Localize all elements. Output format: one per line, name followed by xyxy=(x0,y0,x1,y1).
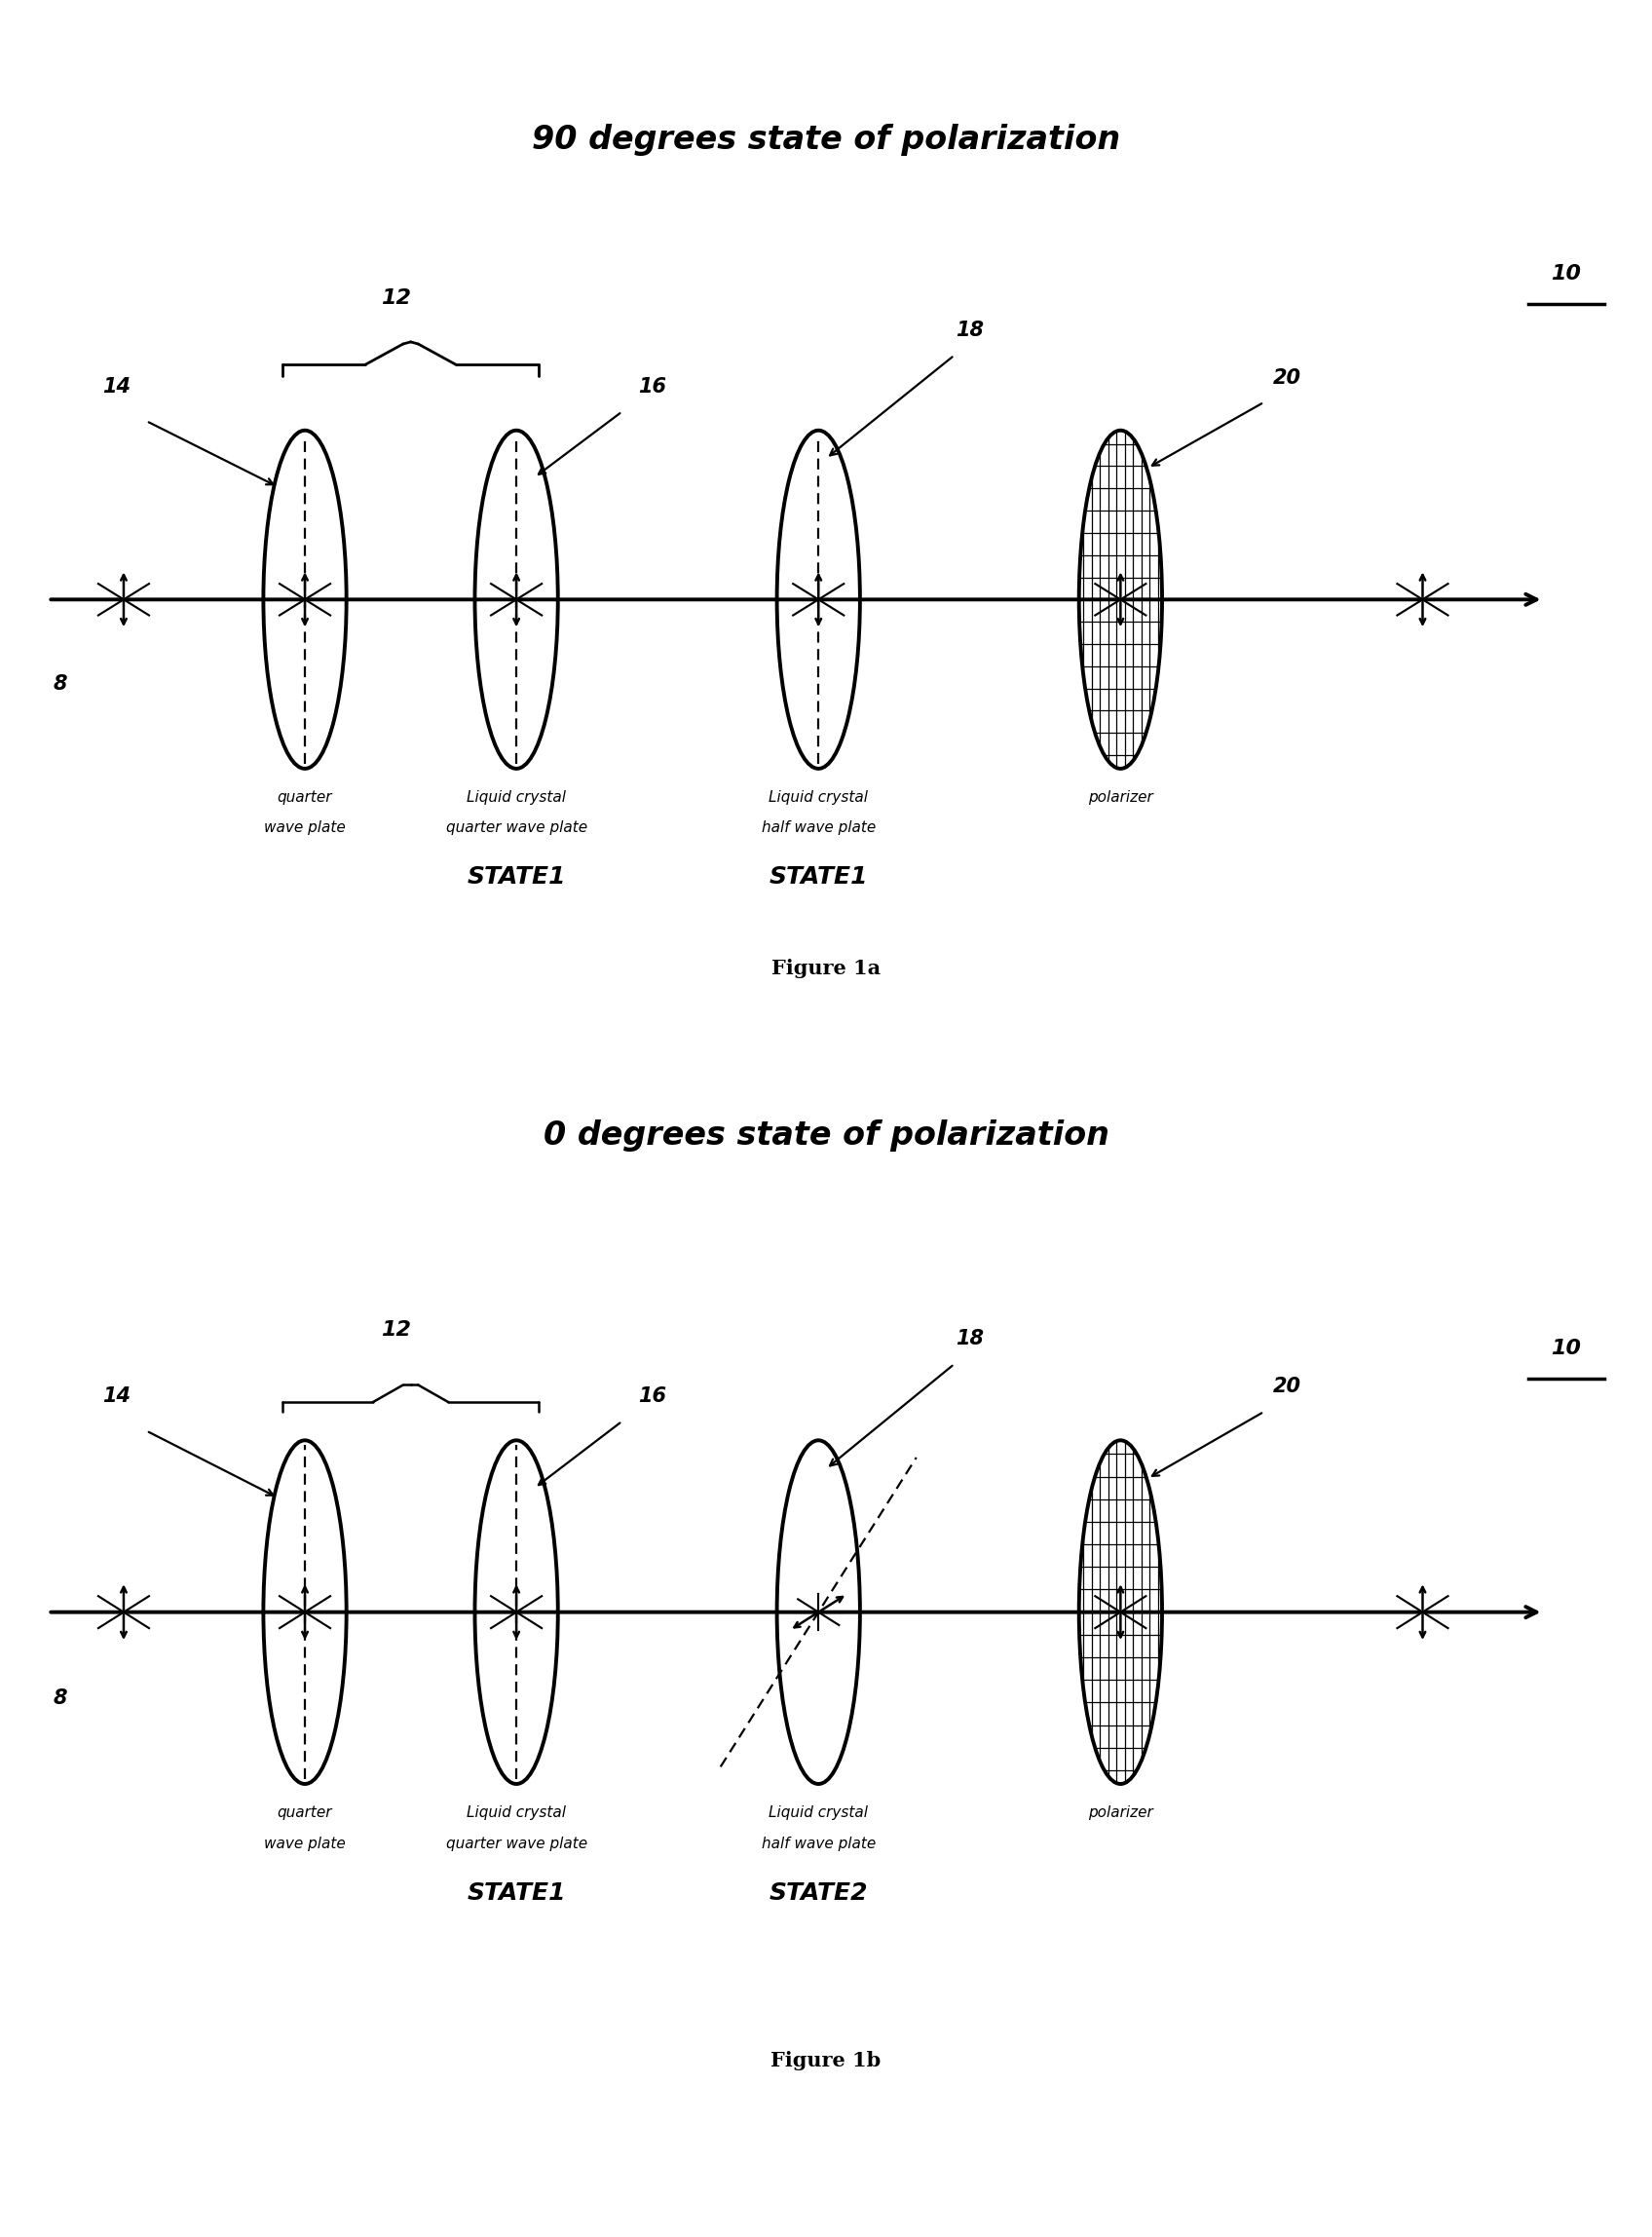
Text: Liquid crystal: Liquid crystal xyxy=(768,790,867,805)
Text: 12: 12 xyxy=(380,1320,411,1340)
Text: quarter: quarter xyxy=(278,790,332,805)
Text: half wave plate: half wave plate xyxy=(762,1837,876,1850)
Text: 20: 20 xyxy=(1272,367,1300,387)
Text: wave plate: wave plate xyxy=(264,821,345,834)
Text: 90 degrees state of polarization: 90 degrees state of polarization xyxy=(532,123,1120,157)
Text: 16: 16 xyxy=(638,1387,666,1407)
Text: 16: 16 xyxy=(638,378,666,396)
Text: STATE1: STATE1 xyxy=(770,866,867,888)
Text: half wave plate: half wave plate xyxy=(762,821,876,834)
Text: STATE1: STATE1 xyxy=(468,866,565,888)
Text: STATE2: STATE2 xyxy=(770,1881,867,1906)
Text: 8: 8 xyxy=(53,673,68,693)
Text: wave plate: wave plate xyxy=(264,1837,345,1850)
Text: 10: 10 xyxy=(1551,264,1581,284)
Text: 18: 18 xyxy=(955,320,983,340)
Text: Liquid crystal: Liquid crystal xyxy=(768,1805,867,1821)
Text: Figure 1a: Figure 1a xyxy=(771,960,881,978)
Text: 8: 8 xyxy=(53,1689,68,1707)
Text: Figure 1b: Figure 1b xyxy=(771,2051,881,2069)
Text: quarter: quarter xyxy=(278,1805,332,1821)
Text: Liquid crystal: Liquid crystal xyxy=(468,790,567,805)
Text: 10: 10 xyxy=(1551,1338,1581,1358)
Text: Liquid crystal: Liquid crystal xyxy=(468,1805,567,1821)
Text: polarizer: polarizer xyxy=(1089,1805,1153,1821)
Text: 12: 12 xyxy=(380,289,411,306)
Text: quarter wave plate: quarter wave plate xyxy=(446,821,586,834)
Text: 18: 18 xyxy=(955,1329,983,1349)
Text: quarter wave plate: quarter wave plate xyxy=(446,1837,586,1850)
Text: 20: 20 xyxy=(1272,1378,1300,1396)
Text: 14: 14 xyxy=(102,378,131,396)
Text: polarizer: polarizer xyxy=(1089,790,1153,805)
Text: STATE1: STATE1 xyxy=(468,1881,565,1906)
Text: 14: 14 xyxy=(102,1387,131,1407)
Text: 0 degrees state of polarization: 0 degrees state of polarization xyxy=(544,1118,1108,1152)
